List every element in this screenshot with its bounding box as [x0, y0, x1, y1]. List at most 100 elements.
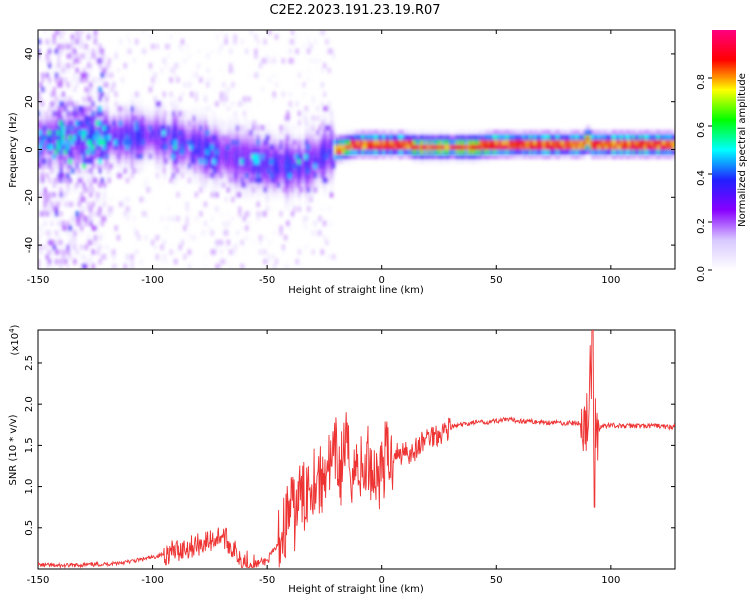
spectrogram-cell [419, 134, 423, 141]
spectrogram-cell [187, 115, 192, 122]
spectrogram-cell [478, 158, 483, 165]
spectrogram-cell [311, 144, 315, 150]
spectrogram-cell [75, 220, 79, 227]
spectrogram-cell [96, 48, 100, 55]
spectrogram-cell [258, 239, 263, 246]
spectrogram-cell [297, 187, 302, 193]
spectrogram-cell [277, 139, 281, 145]
spectrogram-cell [180, 172, 185, 179]
spectrogram-cell [659, 148, 664, 155]
spectrogram-cell [563, 134, 567, 141]
spectrogram-cell [322, 62, 327, 69]
spectrogram-cell [249, 182, 253, 188]
spectrogram-cell [91, 129, 95, 136]
spectrogram-cell [57, 110, 61, 117]
spectrogram-cell [66, 168, 70, 174]
spectrogram-cell [322, 129, 327, 136]
spectrogram-cell [130, 120, 134, 126]
spectrogram-cell [242, 144, 247, 150]
spectrogram-cell [171, 96, 176, 102]
spectrogram-cell [45, 153, 50, 160]
spectrogram-cell [141, 196, 146, 203]
spectrogram-cell [63, 96, 68, 102]
spectrogram-cell [510, 153, 515, 160]
spectrogram-cell [102, 187, 107, 193]
spectrogram-cell [141, 124, 146, 131]
spectrogram-cell [75, 30, 79, 35]
spectrogram-cell [196, 144, 201, 150]
spectrogram-cell [157, 153, 162, 160]
spectrogram-cell [251, 182, 256, 188]
spectrogram-cell [93, 124, 98, 131]
spectrogram-cell [258, 177, 263, 184]
spectrogram-cell [222, 148, 226, 155]
spectrogram-cell [316, 187, 320, 193]
spectrogram-cell [311, 196, 315, 203]
spectrogram-cell [444, 129, 448, 136]
spectrogram-cell [547, 139, 551, 145]
spectrogram-cell [329, 191, 334, 198]
spectrogram-cell [50, 187, 54, 193]
spectrogram-cell [265, 196, 270, 203]
spectrogram-cell [45, 144, 50, 150]
spectrogram-cell [139, 139, 144, 145]
spectrogram-cell [185, 120, 189, 126]
spectrogram-cell [478, 153, 483, 160]
spectrogram-cell [304, 191, 308, 198]
spectrogram-cell [329, 187, 334, 193]
spectrogram-cell [231, 139, 235, 145]
spectrogram-cell [494, 144, 499, 150]
spectrogram-cell [105, 91, 109, 98]
spectrogram-cell [254, 163, 258, 169]
spectrogram-cell [118, 134, 123, 141]
spectrogram-cell [277, 177, 281, 184]
spectrogram-cell [43, 158, 47, 165]
spectrogram-cell [219, 168, 224, 174]
spectrogram-cell [671, 148, 675, 155]
spectrogram-cell [400, 139, 405, 145]
spectrogram-cell [155, 153, 160, 160]
spectrogram-cell [155, 115, 160, 122]
spectrogram-cell [91, 168, 95, 174]
spectrogram-cell [123, 101, 127, 107]
spectrogram-cell [517, 129, 522, 136]
spectrogram-cell [533, 148, 538, 155]
spectrogram-cell [267, 177, 272, 184]
spectrogram-cell [66, 43, 70, 50]
spectrogram-cell [70, 129, 75, 136]
spectrogram-cell [73, 230, 77, 236]
spectrogram-cell [352, 139, 357, 145]
spectrogram-cell [105, 168, 109, 174]
spectrogram-cell [302, 144, 306, 150]
spectrogram-cell [265, 258, 270, 265]
spectrogram-cell [89, 81, 93, 88]
spectrogram-cell [82, 263, 86, 269]
spectrogram-cell [77, 115, 82, 122]
spectrogram-cell [135, 249, 139, 255]
spectrogram-cell [403, 148, 407, 155]
spectrogram-cell [329, 105, 334, 112]
spectrogram-cell [377, 134, 382, 141]
spectrogram-cell [160, 67, 164, 74]
spectrogram-cell [373, 148, 377, 155]
spectrogram-cell [414, 129, 418, 136]
spectrogram-cell [595, 144, 599, 150]
spectrogram-cell [662, 139, 666, 145]
spectrogram-cell [70, 234, 75, 241]
spectrogram-cell [43, 220, 47, 227]
spectrogram-cell [343, 134, 347, 141]
spectrogram-cell [80, 254, 84, 260]
spectrogram-cell [265, 182, 270, 188]
spectrogram-cell [112, 139, 116, 145]
spectrogram-cell [89, 134, 93, 141]
spectrogram-cell [162, 148, 166, 155]
spectrogram-cell [41, 153, 45, 160]
spectrogram-cell [89, 191, 93, 198]
spectrogram-cell [283, 148, 288, 155]
spectrogram-cell [68, 168, 72, 174]
spectrogram-cell [279, 191, 283, 198]
spectrogram-cell [281, 172, 286, 179]
spectrogram-cell [155, 43, 160, 50]
spectrogram-cell [320, 134, 325, 141]
spectrogram-cell [162, 115, 166, 122]
